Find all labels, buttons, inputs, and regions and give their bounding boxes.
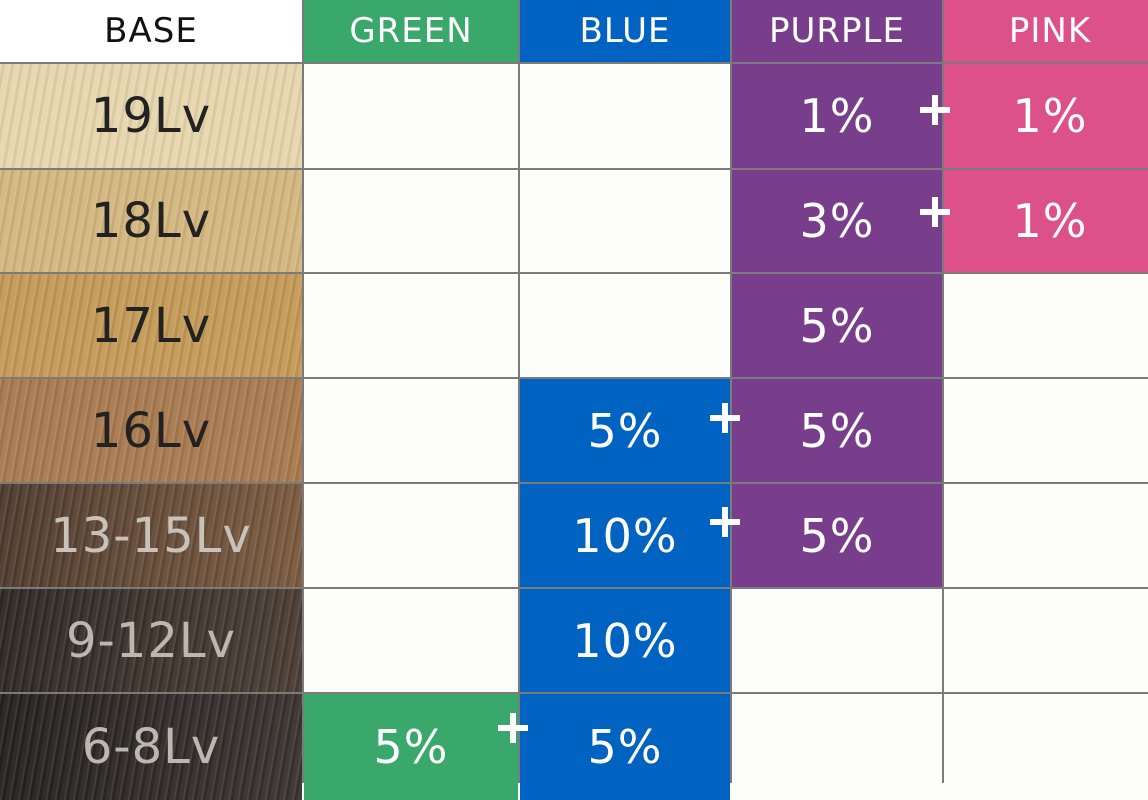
level-label: 13-15Lv [50,507,252,564]
green-cell [304,64,518,168]
blue-cell: 10% [520,484,730,587]
base-level-9-12: 9-12Lv [0,589,302,692]
blue-cell [520,64,730,168]
pink-cell [944,484,1148,587]
header-blue: BLUE [520,0,730,62]
level-label: 19Lv [90,88,212,144]
level-label: 6-8Lv [81,719,221,775]
header-pink: PINK [944,0,1148,62]
base-level-17: 17Lv [0,274,302,377]
pink-cell [944,379,1148,482]
level-label: 18Lv [90,193,212,249]
purple-cell: 3% [732,170,942,272]
green-cell [304,589,518,692]
purple-cell: 5% [732,379,942,482]
level-label: 9-12Lv [65,612,237,669]
base-level-6-8: 6-8Lv [0,694,302,800]
blue-cell: 5% [520,379,730,482]
purple-cell: 5% [732,274,942,377]
base-level-13-15: 13-15Lv [0,484,302,587]
green-cell [304,170,518,272]
purple-cell: 1% [732,64,942,168]
green-cell [304,484,518,587]
green-cell [304,379,518,482]
blue-cell [520,170,730,272]
pink-cell [944,274,1148,377]
base-level-16: 16Lv [0,379,302,482]
header-purple: PURPLE [732,0,942,62]
blue-cell: 10% [520,589,730,692]
purple-cell [732,694,942,800]
level-label: 16Lv [90,402,212,459]
pink-cell: 1% [944,64,1148,168]
pink-cell [944,694,1148,800]
pink-cell: 1% [944,170,1148,272]
blue-cell [520,274,730,377]
pink-cell [944,589,1148,692]
green-cell [304,274,518,377]
header-green: GREEN [304,0,518,62]
level-label: 17Lv [90,297,212,354]
green-cell: 5% [304,694,518,800]
purple-cell [732,589,942,692]
base-level-19: 19Lv [0,64,302,168]
blue-cell: 5% [520,694,730,800]
base-level-18: 18Lv [0,170,302,272]
header-base: BASE [0,0,302,62]
purple-cell: 5% [732,484,942,587]
